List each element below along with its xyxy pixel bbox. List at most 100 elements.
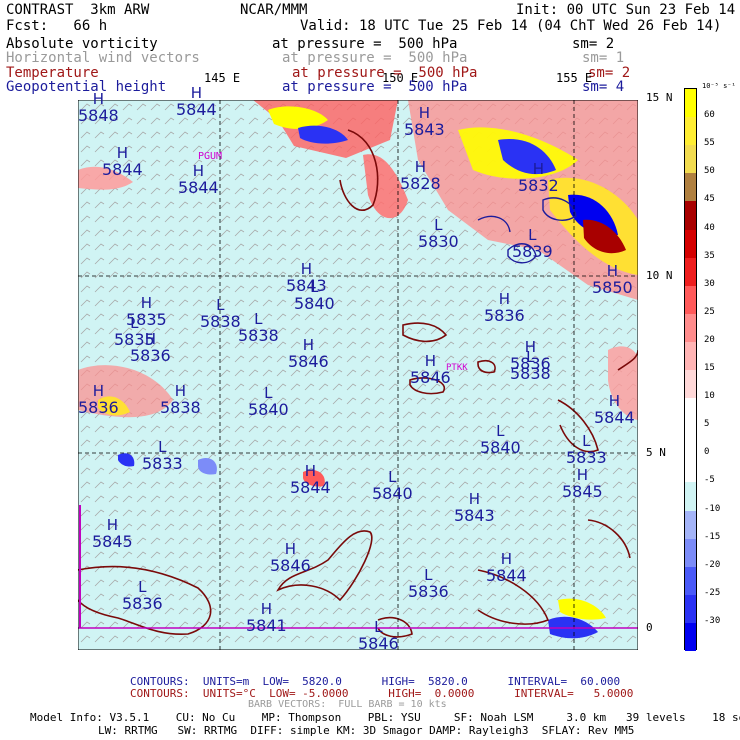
pressure-center-type: L	[434, 216, 443, 234]
pressure-center-value: 5840	[294, 293, 335, 313]
pressure-center-type: H	[608, 392, 620, 410]
pressure-center-low: L 5840	[480, 423, 521, 457]
pressure-center-type: H	[106, 516, 118, 534]
colorbar-segment	[685, 285, 696, 315]
colorbar-segment	[685, 594, 696, 624]
lat-label-10n: 10 N	[646, 269, 673, 282]
pressure-center-type: L	[264, 384, 273, 402]
colorbar-segment	[685, 370, 696, 399]
center-name: NCAR/MMM	[240, 2, 308, 18]
pressure-center-type: L	[216, 296, 225, 314]
pressure-center-high: H 5844	[486, 550, 527, 585]
pressure-center-high: H 5843	[454, 490, 495, 525]
pressure-center-value: 5830	[418, 231, 459, 251]
field-smoothing-geopotential: sm= 4	[582, 79, 625, 95]
pressure-center-value: 5846	[358, 633, 399, 653]
pressure-center-value: 5836	[510, 353, 551, 373]
field-smoothing-vorticity: sm= 2	[572, 36, 615, 52]
colorbar-level-label: 60	[704, 110, 715, 121]
pressure-center-low: L 5839	[512, 227, 553, 261]
lat-label-15n: 15 N	[646, 91, 673, 104]
colorbar-level-label: -10	[704, 503, 721, 514]
pressure-center-type: H	[302, 336, 314, 354]
colorbar-level-label: 50	[704, 166, 715, 177]
pressure-center-high: H 5828	[400, 159, 441, 193]
pressure-center-type: H	[606, 262, 618, 280]
field-pressure-temperature: at pressure = 500 hPa	[292, 65, 478, 81]
pressure-center-high: H 5841	[246, 600, 287, 635]
colorbar-units: 10⁻⁵ s⁻¹	[702, 82, 736, 90]
pressure-center-high: H 5844	[594, 392, 635, 427]
model-title: CONTRAST 3km ARW	[6, 2, 150, 18]
field-name-geopotential: Geopotential height	[6, 79, 167, 95]
pressure-center-type: H	[524, 338, 536, 356]
pressure-center-value: 5844	[176, 99, 217, 119]
pressure-center-type: L	[582, 432, 591, 450]
pressure-center-value: 5845	[92, 531, 133, 551]
colorbar-segment	[685, 173, 696, 202]
colorbar-level-label: 10	[704, 391, 715, 402]
weather-map-plot	[78, 100, 638, 650]
valid-time: Valid: 18 UTC Tue 25 Feb 14 (04 ChT Wed …	[300, 18, 722, 34]
pressure-center-type: H	[92, 382, 104, 400]
pressure-center-value: 5844	[594, 407, 635, 427]
pressure-center-value: 5843	[286, 275, 327, 295]
pressure-center-type: H	[260, 600, 272, 618]
pressure-center-type: H	[144, 330, 156, 348]
pressure-center-type: L	[526, 348, 535, 366]
pressure-center-high: H 5835	[126, 294, 167, 329]
field-pressure-geopotential: at pressure = 500 hPa	[282, 79, 468, 95]
pressure-center-type: H	[500, 550, 512, 568]
pressure-center-high: H 5836	[510, 338, 551, 373]
colorbar-segment	[685, 538, 696, 568]
colorbar-segment	[685, 510, 696, 540]
pressure-center-type: H	[140, 294, 152, 312]
pressure-center-value: 5848	[78, 105, 119, 125]
lon-label-155e: 155 E	[556, 71, 593, 85]
pressure-center-low: L 5836	[122, 579, 163, 613]
pressure-center-type: H	[92, 90, 104, 108]
field-smoothing-temperature: sm= 2	[588, 65, 631, 81]
lat-lon-grid	[78, 100, 638, 650]
station-ptkk-label: PTKK	[446, 363, 468, 373]
pressure-center-value: 5838	[200, 311, 241, 331]
pressure-center-low: L 5838	[510, 348, 551, 383]
field-pressure-vorticity: at pressure = 500 hPa	[272, 36, 458, 52]
lat-label-0: 0	[646, 621, 653, 634]
pressure-center-high: H 5846	[288, 336, 329, 371]
barb-legend: BARB VECTORS: FULL BARB = 10 kts	[248, 699, 447, 710]
field-smoothing-wind: sm= 1	[582, 50, 625, 66]
colorbar-segment	[685, 398, 696, 427]
pressure-center-high: H 5846	[270, 541, 311, 575]
colorbar-level-label: 55	[704, 138, 715, 149]
pressure-center-high: H 5844	[102, 145, 143, 179]
field-name-wind: Horizontal wind vectors	[6, 50, 200, 66]
pressure-center-value: 5844	[178, 177, 219, 197]
pressure-center-value: 5838	[160, 397, 201, 417]
colorbar-level-label: 15	[704, 363, 715, 373]
vorticity-colorbar	[684, 88, 697, 652]
colorbar-segment	[685, 566, 696, 596]
pressure-center-low: L 5836	[408, 567, 449, 601]
pressure-center-type: L	[254, 310, 263, 328]
forecast-hour: Fcst: 66 h	[6, 18, 108, 34]
colorbar-level-label: 0	[704, 447, 710, 458]
pressure-center-type: L	[310, 278, 319, 296]
pressure-center-value: 5836	[130, 345, 171, 365]
pressure-center-high: H 5844	[176, 85, 217, 119]
vorticity-layer	[78, 100, 638, 639]
pressure-center-type: H	[468, 490, 480, 508]
pressure-center-value: 5846	[410, 367, 451, 387]
pressure-center-high: H 5836	[130, 330, 171, 365]
pressure-center-low: L 5830	[418, 216, 459, 251]
lat-label-5n: 5 N	[646, 446, 666, 459]
pressure-center-high: H 5845	[92, 516, 133, 551]
pressure-center-value: 5835	[114, 329, 155, 349]
colorbar-segment	[685, 117, 696, 146]
field-pressure-wind: at pressure = 500 hPa	[282, 50, 468, 66]
pressure-center-type: H	[300, 260, 312, 278]
colorbar-level-label: -15	[704, 531, 721, 542]
contours-temp-legend: CONTOURS: UNITS=°C LOW= -5.0000 HIGH= 0.…	[130, 687, 634, 700]
colorbar-segment	[685, 482, 696, 511]
temperature-contours	[78, 129, 638, 638]
